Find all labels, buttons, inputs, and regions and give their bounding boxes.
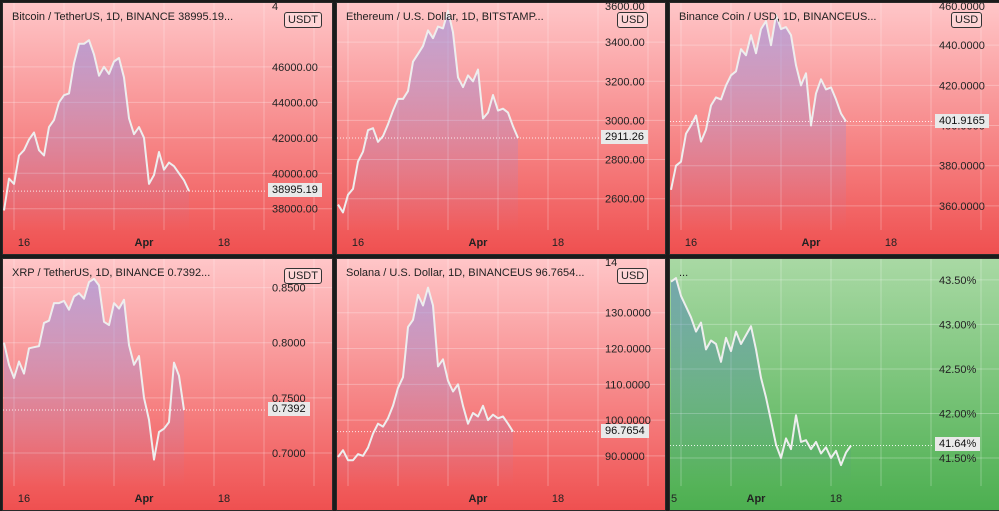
x-tick-label: Apr (135, 237, 155, 249)
chart-panel[interactable]: 38000.00 40000.00 42000.00 44000.00 46000.00… (2, 2, 333, 255)
x-tick-label: 16 (352, 237, 364, 249)
chart-panel[interactable]: 360.0000380.0000400.0000420.0000440.0000… (669, 2, 999, 255)
price-area (671, 278, 851, 486)
price-area (338, 10, 518, 230)
currency-badge[interactable]: USD (617, 12, 649, 28)
chart-title: Solana / U.S. Dollar, 1D, BINANCEUS 96.7… (346, 267, 585, 279)
x-tick-label: Apr (469, 237, 489, 249)
chart-svg: 360.0000380.0000400.0000420.0000440.0000… (670, 3, 999, 254)
x-tick-label: 18 (218, 237, 230, 249)
x-tick-label: 18 (552, 493, 564, 505)
currency-badge[interactable]: USD (617, 268, 649, 284)
x-tick-label: 18 (552, 237, 564, 249)
y-tick-label: 440.0000 (939, 40, 985, 52)
currency-badge[interactable]: USDT (284, 268, 322, 284)
y-tick-label: 380.0000 (939, 161, 985, 173)
chart-panel[interactable]: 90.0000 100.0000 110.0000 120.0000 130.0000 1… (336, 258, 666, 511)
y-tick-label: 3600.00 (605, 3, 645, 13)
price-line (670, 14, 847, 191)
y-tick-label: 40000.00 (272, 168, 318, 180)
chart-title: ... (679, 267, 689, 279)
last-price-label: 0.7392 (268, 401, 310, 416)
last-price-label: 96.7654 (601, 423, 649, 438)
chart-svg: 2600.00 2800.00 3000.00 3200.00 3400.00 3600.… (337, 3, 665, 254)
y-tick-label: 44000.00 (272, 97, 318, 109)
y-tick-label: 41.50% (939, 453, 977, 465)
y-tick-label: 14 (605, 259, 617, 269)
last-price-label: 401.9165 (935, 113, 989, 128)
price-area (4, 278, 184, 486)
y-tick-label: 2600.00 (605, 194, 645, 206)
y-tick-label: 46000.00 (272, 62, 318, 74)
y-tick-label: 0.8000 (272, 338, 306, 350)
x-tick-label: Apr (469, 493, 489, 505)
x-tick-label: Apr (802, 237, 822, 249)
chart-panel[interactable]: 41.50% 42.00% 42.50% 43.00% 43.50% 5 Apr 18... 4… (669, 258, 999, 511)
x-tick-label: 5 (671, 493, 677, 505)
currency-badge[interactable]: USDT (284, 12, 322, 28)
y-tick-label: 3200.00 (605, 76, 645, 88)
price-area (671, 15, 846, 230)
chart-title: XRP / TetherUS, 1D, BINANCE 0.7392... (12, 267, 211, 279)
x-tick-label: Apr (747, 493, 767, 505)
y-tick-label: 360.0000 (939, 201, 985, 213)
y-tick-label: 43.00% (939, 319, 977, 331)
chart-svg: 41.50% 42.00% 42.50% 43.00% 43.50% 5 Apr 18 (670, 259, 999, 510)
price-area (4, 40, 189, 231)
y-tick-label: 120.0000 (605, 344, 651, 356)
chart-svg: 90.0000100.0000110.0000120.0000130.00001… (337, 259, 665, 510)
x-tick-label: 16 (18, 493, 30, 505)
y-tick-label: 42.50% (939, 364, 977, 376)
y-tick-label: 460.0000 (939, 3, 985, 13)
currency-badge[interactable]: USD (951, 12, 983, 28)
x-tick-label: 18 (218, 493, 230, 505)
y-tick-label: 38000.00 (272, 204, 318, 216)
x-tick-label: 16 (18, 237, 30, 249)
chart-svg: 38000.00 40000.00 42000.00 44000.00 46000.00… (3, 3, 332, 254)
y-tick-label: 90.0000 (605, 451, 645, 463)
price-area (338, 287, 513, 486)
y-tick-label: 130.0000 (605, 308, 651, 320)
y-tick-label: 42.00% (939, 408, 977, 420)
chart-panel[interactable]: 2600.00 2800.00 3000.00 3200.00 3400.00 3600.… (336, 2, 666, 255)
chart-title: Binance Coin / USD, 1D, BINANCEUS... (679, 11, 877, 23)
price-line (3, 39, 190, 211)
chart-title: Ethereum / U.S. Dollar, 1D, BITSTAMP... (346, 11, 544, 23)
y-tick-label: 110.0000 (605, 379, 650, 391)
y-tick-label: 42000.00 (272, 133, 318, 145)
last-price-label: 41.64% (935, 437, 981, 452)
last-price-label: 38995.19 (268, 183, 322, 198)
x-tick-label: 18 (830, 493, 842, 505)
y-tick-label: 0.7000 (272, 448, 306, 460)
x-tick-label: Apr (135, 493, 155, 505)
y-tick-label: 4 (272, 3, 278, 13)
y-tick-label: 43.50% (939, 275, 977, 287)
price-line (337, 9, 519, 214)
y-tick-label: 3000.00 (605, 115, 645, 127)
price-line (670, 277, 852, 467)
x-tick-label: 16 (685, 237, 697, 249)
chart-svg: 0.7000 0.7500 0.8000 0.8500 16 Apr 18 (3, 259, 332, 510)
chart-title: Bitcoin / TetherUS, 1D, BINANCE 38995.19… (12, 11, 234, 23)
price-line (3, 277, 185, 461)
y-tick-label: 2800.00 (605, 155, 645, 167)
y-tick-label: 0.8500 (272, 283, 306, 295)
y-tick-label: 0.7500 (272, 393, 306, 405)
x-tick-label: 18 (885, 237, 897, 249)
chart-panel[interactable]: 0.7000 0.7500 0.8000 0.8500 16 Apr 18 XRP / Tet… (2, 258, 333, 511)
price-line (337, 286, 514, 462)
last-price-label: 2911.26 (601, 130, 648, 145)
y-tick-label: 420.0000 (939, 80, 985, 92)
y-tick-label: 3400.00 (605, 37, 645, 49)
